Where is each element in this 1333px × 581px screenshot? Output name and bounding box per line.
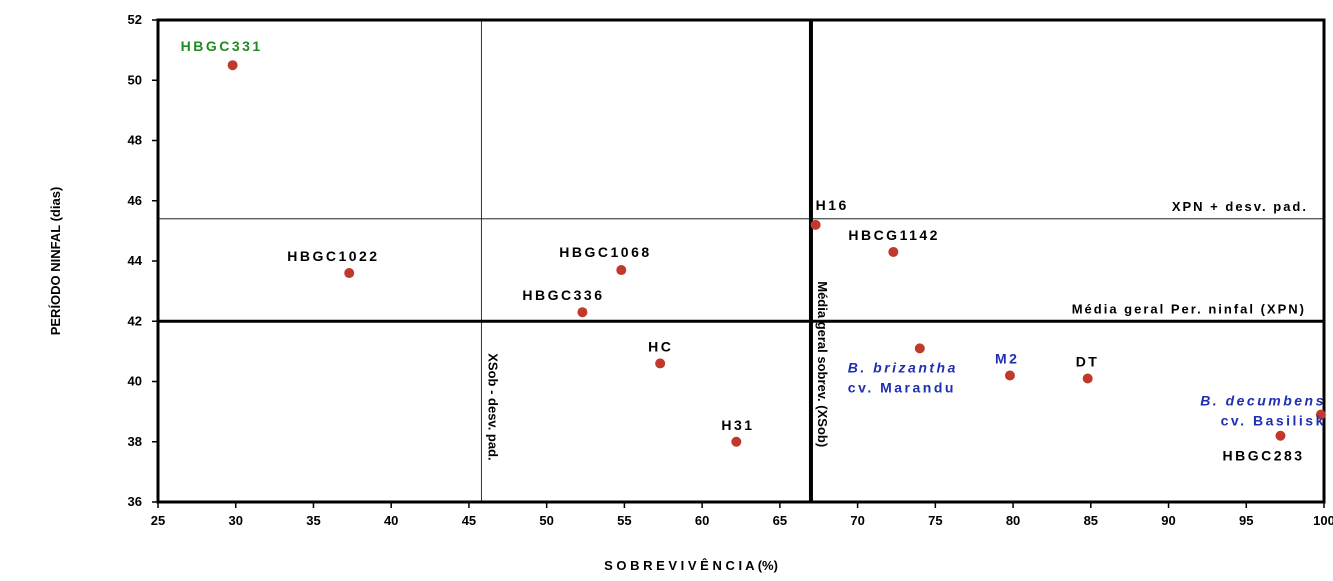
x-tick-label: 30 bbox=[228, 513, 242, 528]
data-point bbox=[577, 307, 588, 318]
y-tick-label: 50 bbox=[128, 72, 142, 87]
data-point bbox=[731, 436, 742, 447]
point-label: M2 bbox=[995, 350, 1019, 366]
xsob-mean-label: Média geral sobrev. (XSob) bbox=[815, 281, 830, 447]
y-tick-label: 36 bbox=[128, 494, 142, 509]
y-tick-label: 44 bbox=[128, 253, 143, 268]
x-tick-label: 65 bbox=[773, 513, 787, 528]
point-label: HBGC1022 bbox=[287, 248, 379, 264]
point-label: B. decumbens bbox=[1200, 393, 1326, 409]
point-label: HBGC331 bbox=[181, 38, 263, 54]
x-tick-label: 95 bbox=[1239, 513, 1253, 528]
point-label-secondary: cv. Marandu bbox=[848, 379, 956, 395]
point-label: HBGC283 bbox=[1222, 448, 1304, 464]
data-point bbox=[655, 358, 666, 369]
point-label-secondary: cv. Basilisk bbox=[1221, 413, 1326, 429]
y-tick-label: 52 bbox=[128, 12, 142, 27]
point-label: HBGC336 bbox=[522, 287, 604, 303]
point-label: HBCG1142 bbox=[848, 227, 940, 243]
x-tick-label: 45 bbox=[462, 513, 476, 528]
data-point bbox=[1004, 370, 1015, 381]
x-tick-label: 35 bbox=[306, 513, 320, 528]
x-tick-label: 25 bbox=[151, 513, 165, 528]
y-tick-label: 42 bbox=[128, 313, 142, 328]
point-label: HBGC1068 bbox=[559, 244, 651, 260]
y-tick-label: 40 bbox=[128, 374, 142, 389]
point-label: DT bbox=[1076, 353, 1100, 369]
point-label: HC bbox=[648, 338, 673, 354]
point-label: B. brizantha bbox=[848, 359, 958, 375]
reference-lines: XPN + desv. pad. Média geral Per. ninfal … bbox=[158, 20, 1324, 502]
data-point bbox=[888, 246, 899, 257]
y-tick-label: 38 bbox=[128, 434, 142, 449]
data-point bbox=[616, 265, 627, 276]
data-point bbox=[1275, 430, 1286, 441]
x-tick-label: 100 bbox=[1313, 513, 1333, 528]
x-tick-label: 75 bbox=[928, 513, 942, 528]
data-point bbox=[1315, 409, 1326, 420]
data-point bbox=[344, 268, 355, 279]
xpn-mean-label: Média geral Per. ninfal (XPN) bbox=[1072, 301, 1306, 316]
x-tick-label: 55 bbox=[617, 513, 631, 528]
x-tick-label: 80 bbox=[1006, 513, 1020, 528]
x-tick-label: 40 bbox=[384, 513, 398, 528]
xpn-plus-sd-label: XPN + desv. pad. bbox=[1172, 199, 1308, 214]
data-points: HBGC331 HBGC1022 HBGC1068 HBGC336 HC H31 H16 HB… bbox=[181, 38, 1326, 464]
xsob-minus-sd-label: XSob - desv. pad. bbox=[485, 353, 500, 460]
tick-layer: 25 30 35 40 45 50 55 60 65 70 75 80 85 90 95 100 36 38 40 4… bbox=[128, 12, 1333, 528]
point-label: H16 bbox=[816, 197, 849, 213]
x-tick-label: 85 bbox=[1084, 513, 1098, 528]
data-point bbox=[227, 60, 238, 71]
x-axis-title: S O B R E V I V Ê N C I A (%) bbox=[604, 558, 778, 573]
x-tick-label: 50 bbox=[539, 513, 553, 528]
x-tick-label: 70 bbox=[850, 513, 864, 528]
x-tick-label: 60 bbox=[695, 513, 709, 528]
data-point bbox=[810, 219, 821, 230]
y-tick-label: 48 bbox=[128, 133, 142, 148]
y-tick-label: 46 bbox=[128, 193, 142, 208]
point-label: H31 bbox=[721, 417, 754, 433]
y-axis-title: PERÍODO NINFAL (dias) bbox=[48, 187, 63, 336]
x-tick-label: 90 bbox=[1161, 513, 1175, 528]
data-point bbox=[1082, 373, 1093, 384]
data-point bbox=[914, 343, 925, 354]
